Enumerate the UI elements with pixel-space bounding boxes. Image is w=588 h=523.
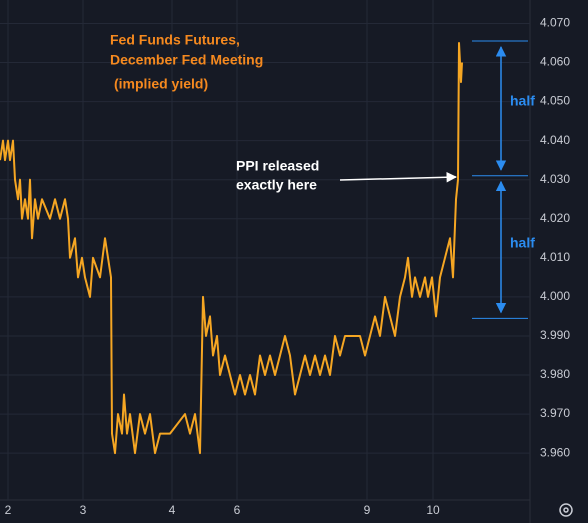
x-tick-label: 2 (5, 503, 12, 517)
title-line: Fed Funds Futures, (110, 32, 240, 48)
annotation: PPI released (236, 158, 319, 174)
title-line: December Fed Meeting (110, 52, 263, 68)
y-tick-label: 3.970 (540, 406, 570, 420)
y-tick-label: 4.020 (540, 211, 570, 225)
annotation: half (510, 235, 535, 251)
annotation: half (510, 93, 535, 109)
y-tick-label: 4.070 (540, 16, 570, 30)
y-tick-label: 3.960 (540, 445, 570, 459)
annotation: exactly here (236, 177, 317, 193)
data-line (0, 41, 463, 455)
x-tick-label: 6 (234, 503, 241, 517)
y-tick-label: 4.040 (540, 133, 570, 147)
settings-icon[interactable] (559, 503, 573, 517)
subtitle: (implied yield) (114, 76, 208, 92)
x-tick-label: 3 (80, 503, 87, 517)
x-tick-label: 9 (364, 503, 371, 517)
y-tick-label: 4.010 (540, 250, 570, 264)
x-tick-label: 4 (169, 503, 176, 517)
y-tick-label: 4.050 (540, 94, 570, 108)
plot (0, 41, 463, 455)
y-tick-label: 4.030 (540, 172, 570, 186)
y-tick-label: 4.060 (540, 55, 570, 69)
grid (0, 0, 530, 500)
x-tick-label: 10 (426, 503, 440, 517)
annotation-arrow (339, 171, 458, 183)
y-tick-label: 3.980 (540, 367, 570, 381)
y-tick-label: 4.000 (540, 289, 570, 303)
y-tick-label: 3.990 (540, 328, 570, 342)
